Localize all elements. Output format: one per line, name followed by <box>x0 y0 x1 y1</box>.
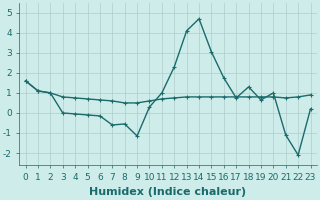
X-axis label: Humidex (Indice chaleur): Humidex (Indice chaleur) <box>90 187 247 197</box>
